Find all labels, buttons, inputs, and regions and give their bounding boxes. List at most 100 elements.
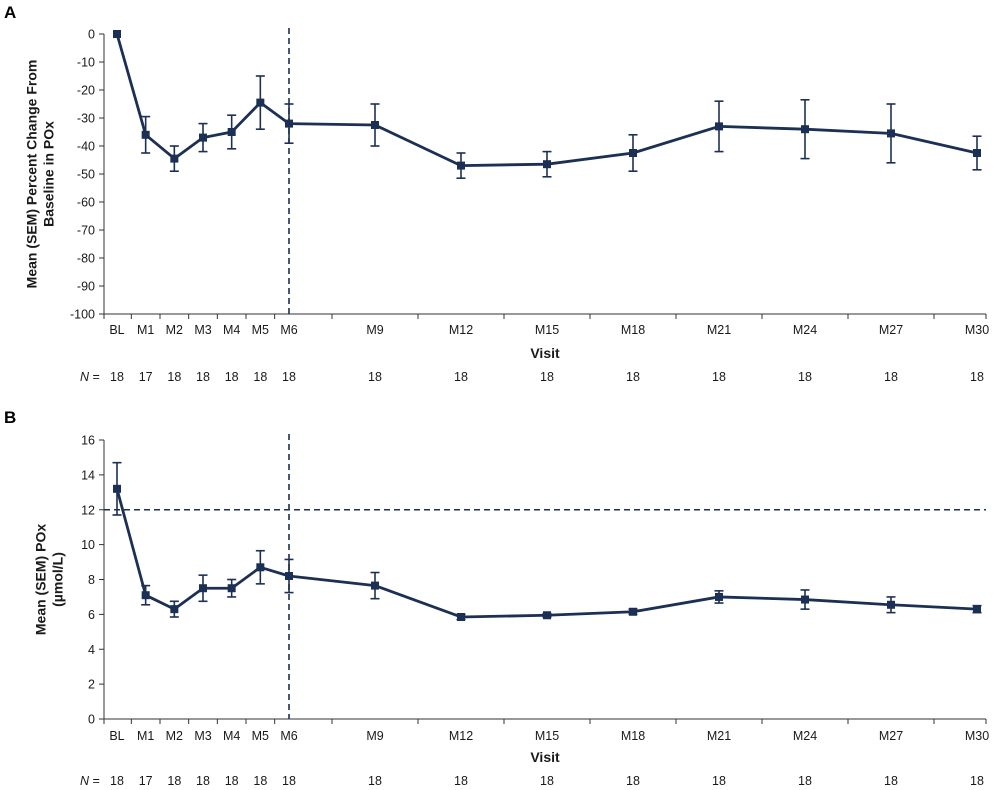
n-value: 18 (225, 370, 239, 384)
x-tick-label: M6 (280, 729, 297, 743)
data-point (256, 98, 265, 107)
n-value: 18 (167, 370, 181, 384)
x-tick-label: M30 (965, 729, 989, 743)
y-tick-label: -100 (70, 308, 95, 322)
n-value: 18 (368, 370, 382, 384)
n-value: 18 (970, 774, 984, 788)
n-row-label: N = (80, 370, 100, 384)
data-point (113, 484, 121, 493)
n-value: 18 (282, 774, 296, 788)
y-tick-label: -40 (77, 140, 95, 154)
data-point (170, 605, 179, 614)
x-tick-label: M18 (621, 323, 645, 337)
x-tick-label: M12 (449, 729, 473, 743)
x-axis-title: Visit (530, 345, 560, 361)
n-value: 18 (712, 774, 726, 788)
x-tick-label: M27 (879, 323, 903, 337)
n-value: 18 (626, 370, 640, 384)
x-tick-label: M9 (366, 729, 383, 743)
data-point (141, 591, 150, 600)
series-line (115, 488, 978, 619)
series-line (115, 33, 978, 168)
n-value: 18 (110, 370, 124, 384)
n-row-label-eq: = (89, 774, 100, 788)
data-point (543, 611, 551, 620)
n-value: 18 (196, 774, 210, 788)
x-tick-label: M21 (707, 323, 731, 337)
n-value: 18 (798, 370, 812, 384)
y-axis-title: Mean (SEM) POx(µmol/L) (33, 524, 66, 635)
n-row-label: N = (80, 774, 100, 788)
data-point (227, 584, 236, 593)
y-tick-label: 10 (81, 538, 95, 552)
x-tick-label: M2 (166, 323, 183, 337)
x-tick-label: BL (109, 323, 124, 337)
y-axis-title-line: Baseline in POx (40, 121, 56, 227)
x-tick-label: M15 (535, 729, 559, 743)
y-tick-label: 0 (88, 713, 95, 727)
n-value: 18 (454, 370, 468, 384)
data-point (973, 149, 981, 157)
n-value: 18 (196, 370, 210, 384)
data-point (715, 122, 723, 131)
x-tick-label: M4 (223, 323, 240, 337)
n-value: 18 (282, 370, 296, 384)
x-tick-label: BL (109, 729, 124, 743)
x-tick-label: M12 (449, 323, 473, 337)
data-point (285, 119, 293, 128)
n-row-label-italic: N (80, 774, 90, 788)
x-tick-label: M6 (280, 323, 297, 337)
data-point (371, 121, 379, 129)
n-value: 18 (884, 774, 898, 788)
x-tick-label: M1 (137, 729, 154, 743)
n-value: 18 (540, 370, 554, 384)
y-tick-label: 6 (88, 608, 95, 622)
y-tick-label: -90 (77, 280, 95, 294)
n-value: 18 (454, 774, 468, 788)
y-tick-label: 2 (88, 678, 95, 692)
y-tick-label: -20 (77, 84, 95, 98)
data-point (170, 154, 179, 163)
y-tick-label: -30 (77, 112, 95, 126)
n-value: 18 (253, 774, 267, 788)
x-tick-label: M24 (793, 323, 817, 337)
data-point (715, 592, 723, 601)
data-point (801, 125, 809, 134)
x-tick-label: M9 (366, 323, 383, 337)
n-value: 18 (167, 774, 181, 788)
data-point (199, 584, 207, 593)
x-tick-label: M5 (252, 729, 269, 743)
x-tick-label: M27 (879, 729, 903, 743)
data-point (801, 595, 809, 604)
data-point (256, 563, 265, 572)
data-point (543, 160, 551, 169)
data-point (629, 607, 637, 616)
n-row-label-italic: N (80, 370, 90, 384)
panel-b: B 0 2 4 6 8 10 12 14 16 BL M1 M2 M3 M4 M5 M6 M9 M12 M15 M18 M… (4, 408, 989, 788)
x-tick-label: M5 (252, 323, 269, 337)
data-point (457, 612, 465, 621)
data-point (285, 572, 293, 581)
y-tick-label: -60 (77, 196, 95, 210)
y-tick-label: -10 (77, 56, 95, 70)
n-value: 18 (253, 370, 267, 384)
x-tick-label: M3 (194, 729, 211, 743)
n-value: 18 (110, 774, 124, 788)
x-tick-label: M4 (223, 729, 240, 743)
n-value: 18 (970, 370, 984, 384)
y-tick-label: 8 (88, 573, 95, 587)
data-point (199, 133, 207, 142)
n-row-label-eq: = (89, 370, 100, 384)
x-tick-label: M18 (621, 729, 645, 743)
n-value: 17 (139, 370, 153, 384)
y-tick-label: -70 (77, 224, 95, 238)
data-point (113, 30, 121, 38)
panel-a: A 0 -10 -20 -30 -40 -50 -60 -70 -80 -90 -100 BL M1 M2 M… (4, 3, 989, 384)
y-tick-label: 0 (88, 28, 95, 42)
y-tick-label: -80 (77, 252, 95, 266)
x-axis-title: Visit (530, 749, 560, 765)
y-tick-label: 12 (81, 503, 95, 517)
x-tick-label: M1 (137, 323, 154, 337)
x-tick-label: M30 (965, 323, 989, 337)
